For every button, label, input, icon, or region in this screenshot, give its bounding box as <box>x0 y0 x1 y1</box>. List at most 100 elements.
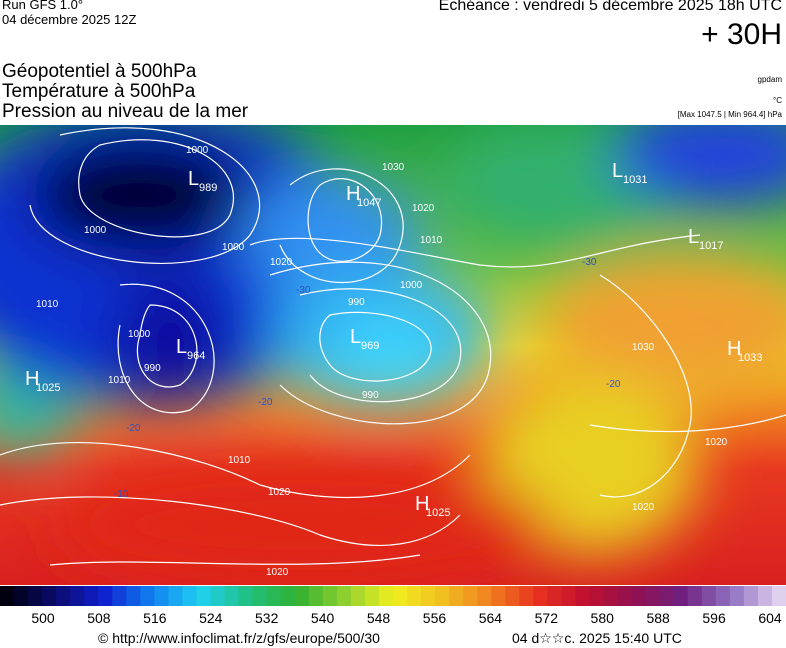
colorbar-cell <box>673 586 689 606</box>
colorbar-cell <box>729 586 745 606</box>
colorbar-cell <box>603 586 619 606</box>
colorbar-cell <box>477 586 492 606</box>
pressure-center-value: 1025 <box>36 382 60 394</box>
colorbar-tick-label: 572 <box>535 610 559 626</box>
isobar-label: 990 <box>144 363 161 374</box>
isobar-label: 990 <box>362 390 379 401</box>
colorbar: 500 508 516 524 532 540 548 556 564 572 580 588 596 6… <box>0 586 786 626</box>
colorbar-cell <box>168 586 183 606</box>
isobar-label: 1000 <box>84 225 107 236</box>
pressure-center-type: L <box>688 226 699 248</box>
colorbar-cell <box>393 586 408 606</box>
colorbar-cell <box>14 586 29 606</box>
colorbar-cell <box>421 586 436 606</box>
colorbar-cell <box>617 586 633 606</box>
colorbar-cell <box>771 586 786 606</box>
colorbar-cell <box>294 586 310 606</box>
colorbar-cell <box>70 586 85 606</box>
colorbar-cell <box>575 586 590 606</box>
temperature-label: -30 <box>582 257 597 268</box>
colorbar-cell <box>154 586 169 606</box>
colorbar-tick-label: 540 <box>311 610 335 626</box>
colorbar-tick-label: 500 <box>31 610 55 626</box>
colorbar-cell <box>378 586 394 606</box>
colorbar-tick-label: 604 <box>758 610 782 626</box>
colorbar-cell <box>645 586 661 606</box>
isobar-label: 1030 <box>382 162 405 173</box>
pressure-center-type: L <box>350 326 361 348</box>
isobar-label: 1020 <box>632 502 655 513</box>
temperature-label: -10 <box>114 489 129 500</box>
colorbar-cell <box>631 586 647 606</box>
isobar-label: 1020 <box>412 203 435 214</box>
forecast-time: Echéance : vendredi 5 décembre 2025 18h … <box>438 0 782 14</box>
title: Température à 500hPa <box>2 81 196 102</box>
colorbar-cell <box>98 586 113 606</box>
colorbar-tick-label: 556 <box>423 610 447 626</box>
pressure-center-type: H <box>346 183 360 205</box>
unit: gpdam <box>757 75 782 84</box>
colorbar-cell <box>140 586 155 606</box>
colorbar-tick-label: 580 <box>591 610 615 626</box>
colorbar-cell <box>308 586 324 606</box>
colorbar-tick-label: 588 <box>646 610 670 626</box>
colorbar-cell <box>182 586 197 606</box>
colorbar-cell <box>757 586 773 606</box>
colorbar-cell <box>112 586 127 606</box>
temperature-label: -20 <box>126 423 141 434</box>
pressure-center-value: 1025 <box>426 507 450 519</box>
colorbar-cell <box>449 586 464 606</box>
colorbar-cell <box>350 586 366 606</box>
colorbar-cell <box>126 586 141 606</box>
isobar-label: 1010 <box>228 455 251 466</box>
colorbar-cell <box>322 586 338 606</box>
unit: °C <box>773 96 782 105</box>
lead-time: + 30H <box>701 18 782 51</box>
colorbar-cell <box>224 586 240 606</box>
colorbar-cell <box>210 586 226 606</box>
colorbar-cell <box>435 586 450 606</box>
run-date: 04 décembre 2025 12Z <box>2 12 137 27</box>
colorbar-cell <box>505 586 520 606</box>
pressure-center-value: 1017 <box>699 240 723 252</box>
temperature-field <box>0 125 786 585</box>
isobar-label: 1020 <box>266 567 289 578</box>
pressure-center-value: 964 <box>187 350 205 362</box>
temperature-label: -20 <box>606 379 621 390</box>
colorbar-cell <box>0 586 15 606</box>
colorbar-tick-label: 508 <box>87 610 111 626</box>
title: Géopotentiel à 500hPa <box>2 61 197 82</box>
colorbar-cell <box>84 586 99 606</box>
colorbar-tick-label: 516 <box>143 610 167 626</box>
colorbar-tick-label: 524 <box>199 610 223 626</box>
isobar-label: 1010 <box>420 235 443 246</box>
isobar-label: 1010 <box>108 375 131 386</box>
temperature-label: -20 <box>258 397 273 408</box>
colorbar-cell <box>56 586 71 606</box>
colorbar-cell <box>28 586 43 606</box>
pressure-center-type: H <box>415 493 429 515</box>
isobar-label: 1010 <box>36 299 59 310</box>
colorbar-cell <box>364 586 380 606</box>
colorbar-cell <box>659 586 675 606</box>
timestamp: 04 d☆☆c. 2025 15:40 UTC <box>512 630 682 646</box>
colorbar-cell <box>238 586 254 606</box>
isobar-label: 1000 <box>222 242 245 253</box>
colorbar-cell <box>42 586 57 606</box>
colorbar-tick-label: 596 <box>702 610 726 626</box>
colorbar-cell <box>547 586 562 606</box>
unit: [Max 1047.5 | Min 964.4] hPa <box>677 110 782 119</box>
pressure-center-value: 989 <box>199 182 217 194</box>
colorbar-cell <box>687 586 703 606</box>
colorbar-cell <box>196 586 212 606</box>
isobar-label: 1000 <box>128 329 151 340</box>
isobar-label: 1000 <box>400 280 423 291</box>
colorbar-cell <box>266 586 282 606</box>
isobars <box>0 127 786 566</box>
pressure-center-value: 1031 <box>623 174 647 186</box>
colorbar-cell <box>589 586 605 606</box>
isobar-label: 1020 <box>268 487 291 498</box>
colorbar-cell <box>533 586 548 606</box>
